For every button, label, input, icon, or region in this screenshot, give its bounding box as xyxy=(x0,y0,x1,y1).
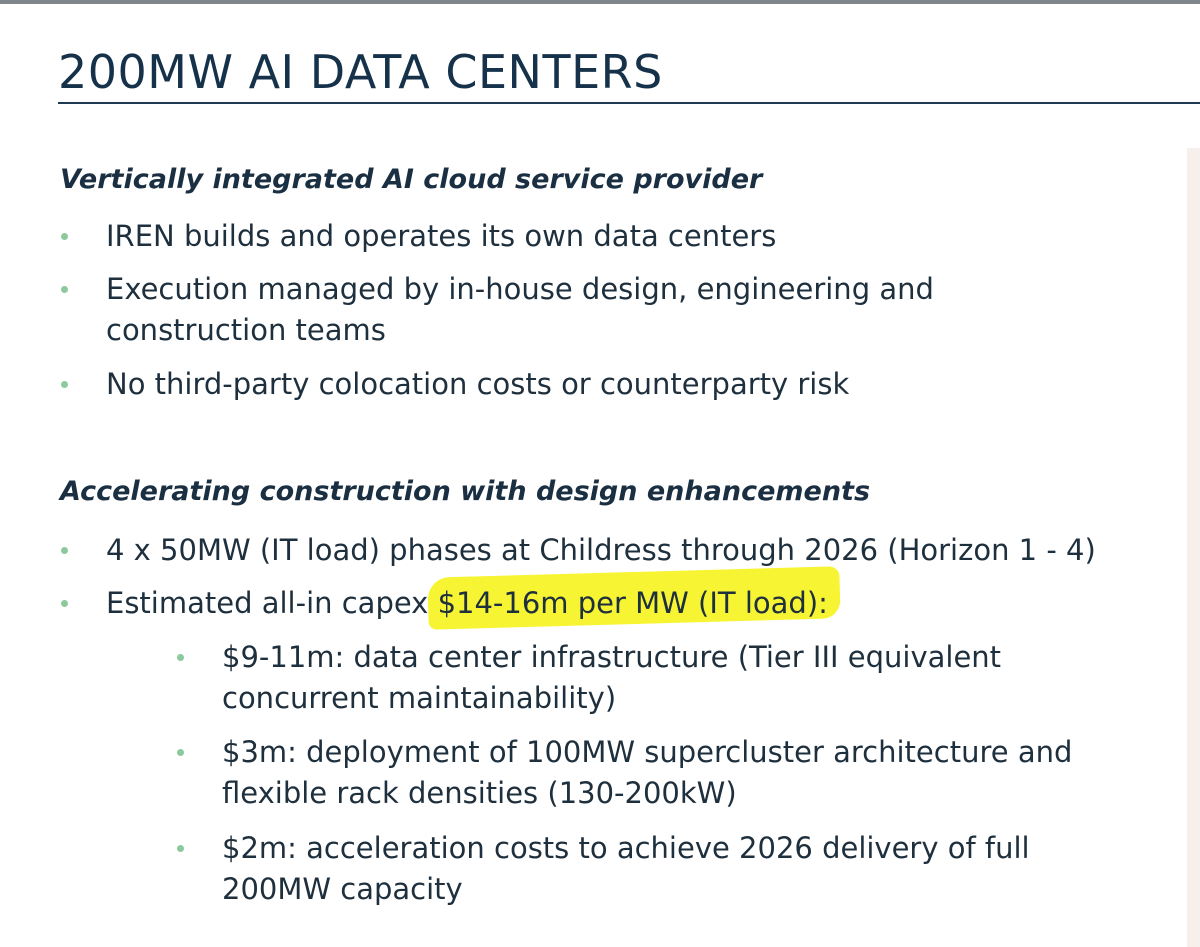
capex-highlighted-value: $14-16m per MW (IT load) xyxy=(437,586,819,620)
capex-prefix: Estimated all-in capex xyxy=(106,586,438,620)
page-title: 200MW AI DATA CENTERS xyxy=(58,45,663,99)
sub-list-item-line: $9-11m: data center infrastructure (Tier… xyxy=(222,640,1002,674)
sub-list-item-line: flexible rack densities (130-200kW) xyxy=(222,776,737,810)
sub-bullet-icon xyxy=(177,749,184,756)
list-item: Execution managed by in-house design, en… xyxy=(106,269,934,351)
capex-suffix: : xyxy=(818,586,828,620)
list-item-line: Execution managed by in-house design, en… xyxy=(106,272,934,306)
sub-list-item-line: $3m: deployment of 100MW supercluster ar… xyxy=(222,735,1073,769)
sub-list-item-line: 200MW capacity xyxy=(222,872,463,906)
bullet-icon xyxy=(61,286,68,293)
bullet-icon xyxy=(61,381,68,388)
section-heading-vertically-integrated: Vertically integrated AI cloud service p… xyxy=(60,164,763,195)
list-item-line: construction teams xyxy=(106,313,386,347)
sub-list-item-line: $2m: acceleration costs to achieve 2026 … xyxy=(222,831,1030,865)
sub-list-item: $9-11m: data center infrastructure (Tier… xyxy=(222,637,1001,719)
right-edge-strip xyxy=(1187,148,1200,947)
bullet-icon xyxy=(61,233,68,240)
sub-list-item: $2m: acceleration costs to achieve 2026 … xyxy=(222,828,1030,910)
bullet-icon xyxy=(61,547,68,554)
sub-bullet-icon xyxy=(177,845,184,852)
list-item: 4 x 50MW (IT load) phases at Childress t… xyxy=(106,533,1096,567)
sub-list-item-line: concurrent maintainability) xyxy=(222,681,617,715)
list-item: No third-party colocation costs or count… xyxy=(106,367,850,401)
sub-bullet-icon xyxy=(177,654,184,661)
sub-list-item: $3m: deployment of 100MW supercluster ar… xyxy=(222,732,1072,814)
bullet-icon xyxy=(61,600,68,607)
section-heading-accelerating-construction: Accelerating construction with design en… xyxy=(60,476,871,507)
list-item-capex: Estimated all-in capex $14-16m per MW (I… xyxy=(106,583,828,624)
title-underline xyxy=(58,102,1200,104)
list-item: IREN builds and operates its own data ce… xyxy=(106,219,777,253)
top-border xyxy=(0,0,1200,4)
